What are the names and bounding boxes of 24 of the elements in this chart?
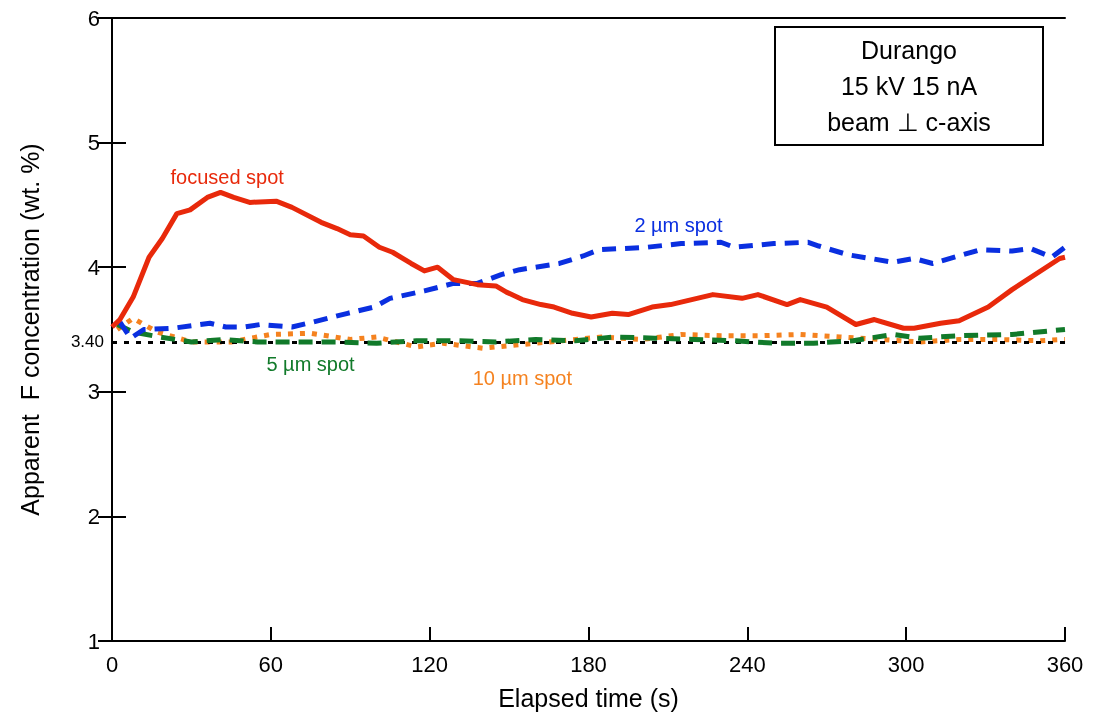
y-tick-label: 1 — [87, 628, 100, 654]
x-tick-label: 0 — [105, 651, 119, 677]
ref-line-label: 3.40 — [70, 332, 104, 352]
y-tick-label: 6 — [87, 5, 100, 31]
series-label: focused spot — [170, 166, 285, 189]
x-tick-label: 120 — [411, 651, 449, 677]
annotation: Durango — [860, 35, 958, 66]
x-tick-label: 180 — [570, 651, 607, 677]
annotation: beam ⊥ c-axis — [826, 107, 992, 138]
note-box: Durango 15 kV 15 nA beam ⊥ c-axis — [774, 26, 1044, 146]
series-label: 2 µm spot — [634, 213, 724, 236]
y-axis-title: Apparent F concentration (wt. %) — [15, 143, 44, 516]
x-tick-label: 300 — [887, 651, 925, 677]
series-label: 5 µm spot — [266, 353, 356, 376]
y-tick-label: 3 — [87, 379, 100, 405]
y-tick-label: 2 — [87, 503, 100, 529]
series-label: 10 µm spot — [472, 367, 573, 390]
x-axis-title: Elapsed time (s) — [498, 683, 679, 712]
annotation: 15 kV 15 nA — [839, 71, 979, 102]
x-tick-label: 360 — [1046, 651, 1084, 677]
y-tick-label: 5 — [87, 130, 100, 156]
y-tick-label: 4 — [87, 254, 100, 280]
x-tick-label: 240 — [728, 651, 766, 677]
x-tick-label: 60 — [258, 651, 284, 677]
